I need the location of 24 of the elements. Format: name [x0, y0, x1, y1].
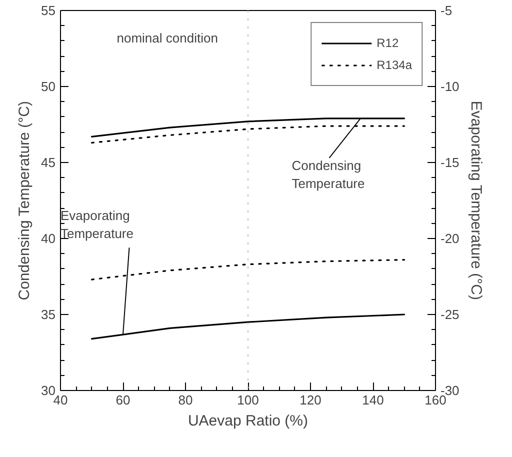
- x-axis-title: UAevap Ratio (%): [188, 412, 308, 430]
- y2-axis-title: Evaporating Temperature (°C): [467, 100, 484, 300]
- y-axis-title: Condensing Temperature (°C): [16, 101, 34, 300]
- x-tick-label: 80: [178, 392, 193, 408]
- legend-label: R12: [376, 36, 399, 50]
- y-tick-label: 35: [41, 307, 56, 322]
- y2-tick-label: -10: [440, 79, 460, 94]
- x-tick-label: 60: [116, 392, 130, 408]
- x-tick-label: 140: [362, 392, 384, 408]
- y-tick-label: 45: [41, 155, 56, 170]
- x-tick-label: 160: [424, 392, 446, 408]
- annotation: Condensing Temperature: [292, 158, 365, 191]
- y-tick-label: 55: [41, 3, 56, 18]
- annotation: nominal condition: [116, 30, 218, 46]
- y-tick-label: 40: [41, 231, 56, 246]
- y2-tick-label: -25: [440, 307, 460, 322]
- x-tick-label: 120: [300, 392, 322, 408]
- x-tick-label: 100: [237, 392, 259, 408]
- y-tick-label: 50: [41, 79, 56, 94]
- y-tick-label: 30: [41, 383, 56, 398]
- y2-tick-label: -20: [440, 231, 460, 246]
- legend-label: R134a: [376, 58, 412, 72]
- y2-tick-label: -5: [440, 3, 452, 18]
- y2-tick-label: -15: [440, 155, 460, 170]
